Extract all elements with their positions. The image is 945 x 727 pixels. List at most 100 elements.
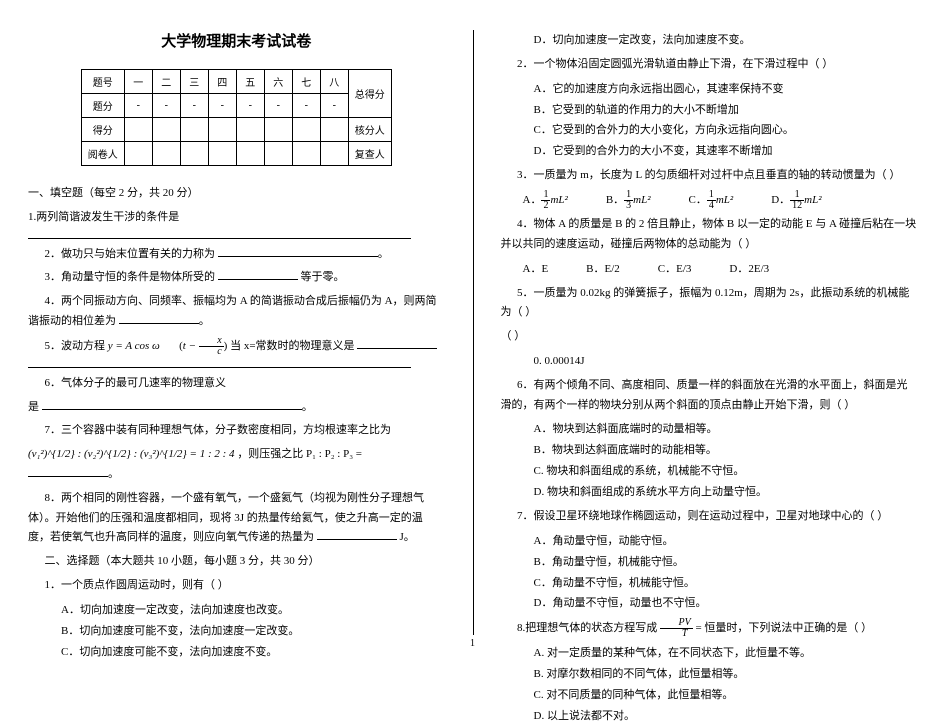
q2-4-opts: A．E B．E/2 C．E/3 D．2E/3 — [523, 259, 918, 280]
frac: PVT — [660, 618, 693, 639]
blank-line — [28, 367, 411, 368]
cell — [320, 142, 348, 166]
cell — [124, 118, 152, 142]
cell: - — [320, 94, 348, 118]
page-left: 大学物理期末考试试卷 题号 一 二 三 四 五 六 七 八 总得分 题分 ---… — [0, 0, 473, 655]
den: T — [660, 629, 693, 639]
opt-d: D．它受到的合外力的大小不变，其速率不断增加 — [534, 141, 918, 162]
lbl: A． — [523, 194, 542, 206]
cell — [236, 118, 264, 142]
q-text: 4．两个同振动方向、同频率、振幅均为 A 的简谐振动合成后振幅仍为 A，则两简谐… — [28, 295, 437, 327]
q1-6a: 6．气体分子的最可几速率的物理意义 — [28, 374, 445, 394]
opt-b: B．角动量守恒，机械能守恒。 — [534, 552, 918, 573]
opt-c: C．E/3 — [658, 259, 692, 280]
col: 五 — [236, 70, 264, 94]
q1-7a: 7．三个容器中装有同种理想气体，分子数密度相同，方均根速率之比为 — [28, 421, 445, 441]
opt-b: B．它受到的轨道的作用力的大小不断增加 — [534, 100, 918, 121]
eq-paren: (t − xc) — [163, 336, 228, 357]
q-text: 2．做功只与始末位置有关的力称为 — [45, 248, 216, 260]
opt-b: B．E/2 — [586, 259, 620, 280]
col: 七 — [292, 70, 320, 94]
lbl: B． — [606, 194, 624, 206]
opt-c: C．切向加速度可能不变，法向加速度不变。 — [61, 642, 445, 663]
eq: (v₁²)^{1/2} : (v₂²)^{1/2} : (v₃²)^{1/2} … — [28, 448, 235, 460]
opt-b: B. 对摩尔数相同的不同气体，此恒量相等。 — [534, 664, 918, 685]
side-label: 核分人 — [348, 118, 391, 142]
frac: 13 — [624, 190, 633, 211]
q-text: 3．角动量守恒的条件是物体所受的 — [45, 271, 216, 283]
blank — [42, 400, 302, 410]
opt-c: C. 对不同质量的同种气体，此恒量相等。 — [534, 685, 918, 706]
den: 3 — [624, 201, 633, 211]
cell: - — [264, 94, 292, 118]
page-number: 1 — [470, 638, 475, 649]
row-label: 阅卷人 — [81, 142, 124, 166]
q1-3: 3．角动量守恒的条件是物体所受的 等于零。 — [28, 268, 445, 288]
eq: y = A cos ω — [108, 340, 160, 352]
opt-c: C．14mL² — [689, 190, 734, 211]
blank — [218, 247, 378, 257]
q2-8-opts: A. 对一定质量的某种气体，在不同状态下，此恒量不等。 B. 对摩尔数相同的不同… — [534, 643, 918, 727]
q-text: J。 — [400, 531, 415, 543]
page-right: D．切向加速度一定改变，法向加速度不变。 2．一个物体沿固定圆弧光滑轨道由静止下… — [473, 0, 945, 655]
opt-b: B．切向加速度可能不变，法向加速度一定改变。 — [61, 621, 445, 642]
score-row-header: 题号 一 二 三 四 五 六 七 八 总得分 — [81, 70, 391, 94]
q-text: 5．波动方程 — [45, 340, 108, 352]
cell — [320, 118, 348, 142]
score-row-points: 题分 ---- ---- — [81, 94, 391, 118]
col: 六 — [264, 70, 292, 94]
col: 四 — [208, 70, 236, 94]
cell — [236, 142, 264, 166]
cell — [180, 142, 208, 166]
opt-d: D. 以上说法都不对。 — [534, 706, 918, 727]
q-text: = 恒量时，下列说法中正确的是（ ） — [695, 622, 872, 634]
cell — [264, 142, 292, 166]
opt-b: B．13mL² — [606, 190, 651, 211]
score-table: 题号 一 二 三 四 五 六 七 八 总得分 题分 ---- ---- 得分 核… — [81, 69, 392, 166]
cell: - — [236, 94, 264, 118]
q2-7: 7．假设卫星环绕地球作椭圆运动，则在运动过程中，卫星对地球中心的（ ） — [501, 507, 918, 527]
cell: - — [292, 94, 320, 118]
row-label: 题号 — [81, 70, 124, 94]
opt-a: 0. 0.00014J — [534, 351, 918, 372]
den: 4 — [707, 201, 716, 211]
col: 二 — [152, 70, 180, 94]
col: 一 — [124, 70, 152, 94]
q1-1: 1.两列简谐波发生干涉的条件是 — [28, 208, 445, 228]
cell — [152, 142, 180, 166]
opt-a: A．角动量守恒，动能守恒。 — [534, 531, 918, 552]
opt-d: D．角动量不守恒，动量也不守恒。 — [534, 593, 918, 614]
q-text: 等于零。 — [301, 271, 345, 283]
blank — [357, 339, 437, 349]
cell — [292, 118, 320, 142]
blank — [28, 467, 108, 477]
num: PV — [660, 618, 693, 629]
ml2: mL² — [633, 194, 650, 206]
blank — [119, 314, 199, 324]
q1-4: 4．两个同振动方向、同频率、振幅均为 A 的简谐振动合成后振幅仍为 A，则两简谐… — [28, 292, 445, 332]
row-label: 得分 — [81, 118, 124, 142]
q2-2: 2．一个物体沿固定圆弧光滑轨道由静止下滑，在下滑过程中（ ） — [501, 55, 918, 75]
cell: - — [124, 94, 152, 118]
exam-title: 大学物理期末考试试卷 — [28, 30, 445, 51]
col: 八 — [320, 70, 348, 94]
q2-6-opts: A．物块到达斜面底端时的动量相等。 B．物块到达斜面底端时的动能相等。 C. 物… — [534, 419, 918, 503]
opt-b: B．物块到达斜面底端时的动能相等。 — [534, 440, 918, 461]
q2-5-paren: （ ） — [501, 327, 918, 347]
q1-7b: (v₁²)^{1/2} : (v₂²)^{1/2} : (v₃²)^{1/2} … — [28, 445, 445, 485]
q2-4: 4．物体 A 的质量是 B 的 2 倍且静止，物体 B 以一定的动能 E 与 A… — [501, 215, 918, 255]
q2-2-opts: A．它的加速度方向永远指出圆心，其速率保持不变 B．它受到的轨道的作用力的大小不… — [534, 79, 918, 163]
section2-head: 二、选择题（本大题共 10 小题，每小题 3 分，共 30 分） — [28, 552, 445, 572]
cell — [264, 118, 292, 142]
cell — [124, 142, 152, 166]
ml2: mL² — [804, 194, 821, 206]
blank-line — [28, 238, 411, 239]
cell: - — [180, 94, 208, 118]
ml2: mL² — [716, 194, 733, 206]
q2-3: 3．一质量为 m，长度为 L 的匀质细杆对过杆中点且垂直的轴的转动惯量为（ ） — [501, 166, 918, 186]
q-text: 当 x=常数时的物理意义是 — [230, 340, 354, 352]
score-row-grader: 阅卷人 复查人 — [81, 142, 391, 166]
q1-8: 8．两个相同的刚性容器，一个盛有氧气，一个盛氦气（均视为刚性分子理想气体）。开始… — [28, 489, 445, 548]
q-text: ，则压强之比 P₁ : P₂ : P₃ = — [237, 448, 362, 460]
opt-a: A．切向加速度一定改变，法向加速度也改变。 — [61, 600, 445, 621]
